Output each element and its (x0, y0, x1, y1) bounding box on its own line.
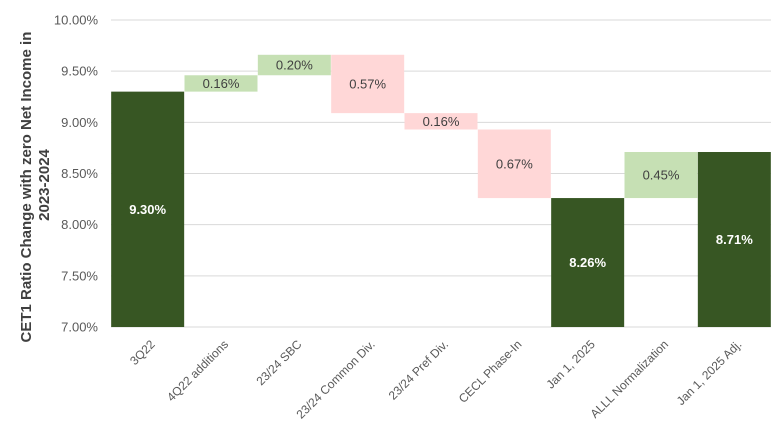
bar-total (697, 152, 771, 327)
bar-value-label: 0.45% (643, 168, 680, 183)
y-tick-label: 7.50% (61, 268, 98, 283)
bars (111, 54, 771, 327)
bar-labels: 9.30% 0.16% 0.20% 0.57% 0.16% 0.67% 8.26% 0.45%… (129, 58, 753, 271)
bar-total (551, 198, 625, 327)
x-category-label: Jan 1, 2025 Adj. (674, 337, 745, 408)
bar-increase (624, 152, 698, 199)
bar-value-label: 0.16% (203, 76, 240, 91)
y-tick-label: 10.00% (54, 13, 99, 28)
bar-value-label: 0.67% (496, 156, 533, 171)
x-category-label: Jan 1, 2025 (544, 337, 598, 391)
bar-total (111, 91, 185, 327)
bar-decrease (331, 54, 405, 114)
bar-value-label: 8.26% (569, 255, 606, 270)
bar-decrease (404, 113, 478, 130)
x-category-label: 23/24 Common Div. (294, 337, 378, 421)
y-axis-label-line-2: 2023-2024 (36, 148, 53, 220)
y-tick-label: 9.00% (61, 115, 98, 130)
bar-decrease (477, 129, 551, 199)
y-axis-ticks: 7.00% 7.50% 8.00% 8.50% 9.00% 9.50% 10.00% (54, 13, 99, 335)
x-category-label: 23/24 Pref Div. (386, 337, 451, 402)
y-tick-label: 7.00% (61, 320, 98, 335)
bar-increase (257, 54, 331, 76)
bar-value-label: 0.20% (276, 58, 313, 73)
bar-value-label: 0.16% (423, 114, 460, 129)
bar-value-label: 9.30% (129, 202, 166, 217)
bar-value-label: 8.71% (716, 232, 753, 247)
x-category-label: 23/24 SBC (254, 337, 305, 388)
x-category-label: ALLL Normalization (587, 337, 671, 421)
x-category-label: CECL Phase-In (456, 337, 525, 406)
y-tick-label: 9.50% (61, 64, 98, 79)
bar-increase (184, 75, 258, 92)
y-tick-label: 8.00% (61, 217, 98, 232)
bar-value-label: 0.57% (349, 76, 386, 91)
y-axis-label: CET1 Ratio Change with zero Net Income i… (18, 27, 53, 342)
x-category-label: 3Q22 (127, 337, 158, 368)
y-tick-label: 8.50% (61, 166, 98, 181)
y-axis-label-line-1: CET1 Ratio Change with zero Net Income i… (18, 32, 35, 343)
x-category-label: 4Q22 additions (164, 337, 231, 404)
